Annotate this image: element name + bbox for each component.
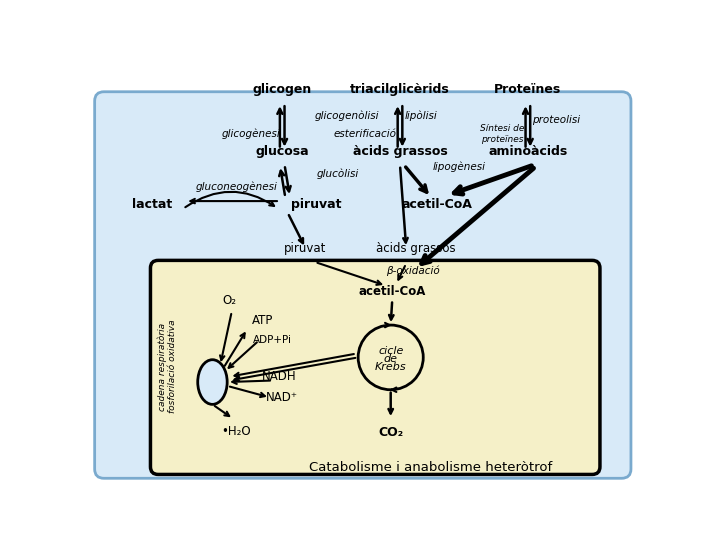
FancyBboxPatch shape <box>150 260 600 475</box>
Text: glicogen: glicogen <box>253 83 312 96</box>
Text: ADP+Pi: ADP+Pi <box>253 335 292 346</box>
Text: àcids grassos: àcids grassos <box>353 145 447 158</box>
Text: Síntesi de
proteïnes: Síntesi de proteïnes <box>480 124 524 144</box>
Ellipse shape <box>198 360 228 404</box>
Text: piruvat: piruvat <box>284 241 327 254</box>
Text: glucòlisi: glucòlisi <box>316 168 359 179</box>
Text: CO₂: CO₂ <box>378 426 403 438</box>
Text: cicle: cicle <box>378 346 403 356</box>
Text: glucosa: glucosa <box>256 145 309 158</box>
Text: Catabolisme i anabolisme heteròtrof: Catabolisme i anabolisme heteròtrof <box>310 462 553 475</box>
Text: NAD⁺: NAD⁺ <box>266 391 298 404</box>
Text: ATP: ATP <box>252 314 274 327</box>
Text: O₂: O₂ <box>222 294 236 307</box>
Text: aminoàcids: aminoàcids <box>488 145 567 158</box>
Text: gluconeogènesi: gluconeogènesi <box>196 182 277 192</box>
Text: lipòlisi: lipòlisi <box>405 110 438 121</box>
Text: glicogènesi: glicogènesi <box>222 129 281 139</box>
Text: lactat: lactat <box>132 198 172 212</box>
Text: Krebs: Krebs <box>375 362 407 372</box>
Text: β-oxidació: β-oxidació <box>385 266 439 276</box>
Text: Proteïnes: Proteïnes <box>494 83 562 96</box>
FancyBboxPatch shape <box>94 92 631 478</box>
Text: lipogènesi: lipogènesi <box>433 162 485 172</box>
Text: acetil-CoA: acetil-CoA <box>402 198 472 212</box>
Text: glicogenòlisi: glicogenòlisi <box>315 110 379 121</box>
Text: •H₂O: •H₂O <box>222 425 251 438</box>
Text: de: de <box>384 354 397 364</box>
Text: NADH: NADH <box>262 370 297 383</box>
Text: cadena respiratòria
fosforilació oxidativa: cadena respiratòria fosforilació oxidati… <box>158 320 177 414</box>
Text: proteolisi: proteolisi <box>532 115 580 125</box>
Text: triacilglicèrids: triacilglicèrids <box>350 83 450 96</box>
Text: esterificació: esterificació <box>334 129 397 139</box>
Text: acetil-CoA: acetil-CoA <box>359 286 426 299</box>
Text: àcids grassos: àcids grassos <box>376 241 455 254</box>
Text: piruvat: piruvat <box>292 198 342 212</box>
